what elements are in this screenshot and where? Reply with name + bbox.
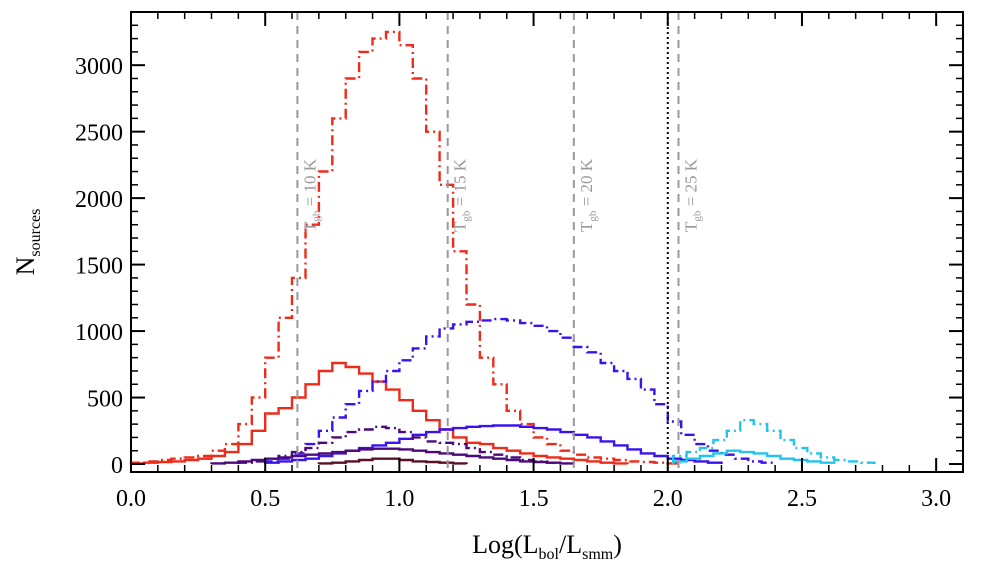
x-tick-label: 0.5 [250, 486, 280, 512]
reference-line-label-4: Tgb = 25 K [682, 158, 704, 232]
reference-line-label-1: Tgb = 10 K [300, 158, 322, 232]
vertical-lines-layer: Tgb = 10 K Tgb = 15 K Tgb = 20 K Tgb = 25 K [296, 12, 704, 472]
histogram-series-7 [317, 457, 468, 465]
x-tick-label: 2.5 [787, 486, 817, 512]
y-axis-title-main: N [11, 256, 40, 275]
plot-frame [130, 11, 964, 473]
x-tick-label: 3.0 [921, 486, 951, 512]
histogram-series-3 [264, 317, 777, 464]
y-tick-label: 0 [111, 453, 123, 479]
y-axis-title: Nsources [11, 209, 44, 276]
x-axis-title: Log(Lbol/Lsmm) [472, 530, 622, 563]
y-tick-label: 2000 [75, 187, 123, 213]
y-axis-title-sub: sources [27, 209, 44, 257]
y-tick-label: 2500 [75, 121, 123, 147]
histogram-series-8 [671, 419, 876, 464]
series-layer [129, 30, 876, 465]
x-axis-title-mid: /L [559, 530, 582, 559]
y-tick-label: 3000 [75, 54, 123, 80]
y-tick-label: 1000 [75, 320, 123, 346]
x-axis-title-main: Log(L [472, 530, 538, 559]
histogram-series-1 [129, 30, 683, 465]
x-tick-label: 0.0 [116, 486, 146, 512]
y-tick-label: 1500 [75, 254, 123, 280]
reference-line-label-2: Tgb = 15 K [451, 158, 473, 232]
ticks-layer: 0.0 0.5 1.0 1.5 2.0 2.5 3.0 0 500 1000 1500 2000 250… [75, 12, 964, 512]
histogram-series-4 [264, 424, 723, 464]
histogram-series-9 [671, 449, 836, 464]
histogram-series-2 [129, 361, 629, 465]
x-tick-label: 1.0 [384, 486, 414, 512]
x-axis-title-end: ) [613, 530, 622, 559]
x-tick-label: 1.5 [519, 486, 549, 512]
x-axis-title-sub2: smm [582, 546, 614, 563]
x-tick-label: 2.0 [653, 486, 683, 512]
x-axis-title-sub1: bol [539, 546, 560, 563]
y-tick-label: 500 [87, 387, 123, 413]
reference-line-label-3: Tgb = 20 K [577, 158, 599, 232]
